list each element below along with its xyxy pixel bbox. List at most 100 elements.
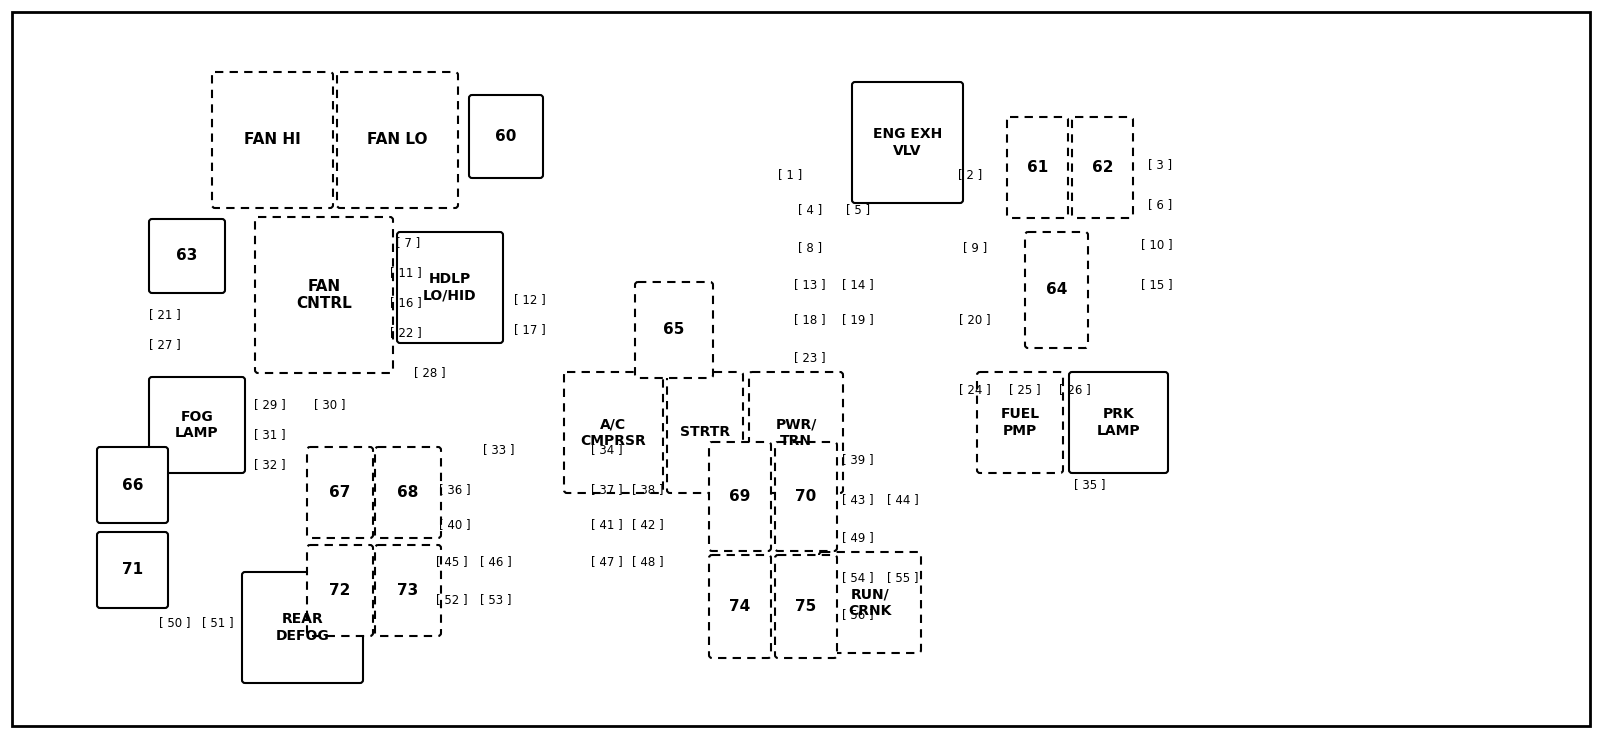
- Text: [ 1 ]: [ 1 ]: [779, 168, 803, 182]
- FancyBboxPatch shape: [375, 545, 441, 636]
- FancyBboxPatch shape: [255, 217, 392, 373]
- Text: [ 44 ]: [ 44 ]: [888, 494, 920, 506]
- FancyBboxPatch shape: [98, 447, 168, 523]
- Text: [ 25 ]: [ 25 ]: [1009, 384, 1041, 396]
- Text: [ 9 ]: [ 9 ]: [963, 241, 987, 255]
- Text: 69: 69: [729, 489, 751, 504]
- Text: [ 4 ]: [ 4 ]: [798, 204, 822, 216]
- Text: [ 20 ]: [ 20 ]: [960, 314, 990, 326]
- FancyBboxPatch shape: [242, 572, 364, 683]
- Text: [ 32 ]: [ 32 ]: [255, 458, 285, 472]
- FancyBboxPatch shape: [336, 72, 458, 208]
- Text: [ 30 ]: [ 30 ]: [314, 399, 346, 412]
- Text: [ 28 ]: [ 28 ]: [415, 367, 445, 379]
- Text: 64: 64: [1046, 283, 1067, 297]
- Text: REAR
DEFOG: REAR DEFOG: [276, 613, 330, 643]
- Text: [ 24 ]: [ 24 ]: [960, 384, 992, 396]
- Text: [ 38 ]: [ 38 ]: [633, 483, 663, 497]
- FancyBboxPatch shape: [1069, 372, 1168, 473]
- Text: 60: 60: [495, 129, 517, 144]
- Text: STRTR: STRTR: [679, 426, 731, 440]
- Text: [ 3 ]: [ 3 ]: [1149, 159, 1173, 171]
- Text: HDLP
LO/HID: HDLP LO/HID: [423, 272, 477, 303]
- Text: [ 39 ]: [ 39 ]: [843, 453, 873, 466]
- Text: [ 8 ]: [ 8 ]: [798, 241, 822, 255]
- FancyBboxPatch shape: [977, 372, 1064, 473]
- Text: PWR/
TRN: PWR/ TRN: [775, 418, 817, 448]
- FancyBboxPatch shape: [564, 372, 663, 493]
- Text: A/C
CMPRSR: A/C CMPRSR: [580, 418, 646, 448]
- Text: [ 42 ]: [ 42 ]: [633, 519, 663, 531]
- Text: [ 23 ]: [ 23 ]: [795, 351, 825, 365]
- Text: [ 46 ]: [ 46 ]: [481, 556, 513, 568]
- Text: [ 13 ]: [ 13 ]: [795, 278, 825, 292]
- FancyBboxPatch shape: [710, 555, 771, 658]
- FancyBboxPatch shape: [308, 545, 373, 636]
- Text: [ 6 ]: [ 6 ]: [1149, 199, 1173, 212]
- Text: [ 52 ]: [ 52 ]: [436, 593, 468, 607]
- FancyBboxPatch shape: [775, 555, 836, 658]
- Text: [ 31 ]: [ 31 ]: [255, 429, 285, 441]
- Text: 72: 72: [330, 583, 351, 598]
- Text: 61: 61: [1027, 160, 1048, 175]
- FancyBboxPatch shape: [469, 95, 543, 178]
- Text: FUEL
PMP: FUEL PMP: [1000, 407, 1040, 438]
- Text: [ 19 ]: [ 19 ]: [843, 314, 873, 326]
- Text: 67: 67: [330, 485, 351, 500]
- FancyBboxPatch shape: [308, 447, 373, 538]
- Text: [ 36 ]: [ 36 ]: [439, 483, 471, 497]
- Text: 63: 63: [176, 249, 197, 263]
- FancyBboxPatch shape: [1072, 117, 1133, 218]
- Text: 66: 66: [122, 477, 143, 492]
- Text: [ 16 ]: [ 16 ]: [391, 297, 421, 309]
- Text: [ 48 ]: [ 48 ]: [633, 556, 663, 568]
- Text: [ 18 ]: [ 18 ]: [795, 314, 825, 326]
- Text: FAN
CNTRL: FAN CNTRL: [296, 279, 352, 311]
- Text: [ 54 ]: [ 54 ]: [843, 571, 873, 584]
- FancyBboxPatch shape: [710, 442, 771, 551]
- Text: 73: 73: [397, 583, 418, 598]
- Text: [ 35 ]: [ 35 ]: [1075, 478, 1105, 492]
- Text: [ 47 ]: [ 47 ]: [591, 556, 623, 568]
- FancyBboxPatch shape: [211, 72, 333, 208]
- Text: 68: 68: [397, 485, 418, 500]
- Text: [ 53 ]: [ 53 ]: [481, 593, 511, 607]
- FancyBboxPatch shape: [1025, 232, 1088, 348]
- Text: [ 40 ]: [ 40 ]: [439, 519, 471, 531]
- Text: [ 27 ]: [ 27 ]: [149, 339, 181, 351]
- Text: RUN/
CRNK: RUN/ CRNK: [849, 587, 892, 618]
- Text: [ 17 ]: [ 17 ]: [514, 323, 546, 337]
- Text: [ 37 ]: [ 37 ]: [591, 483, 623, 497]
- Text: FAN LO: FAN LO: [367, 133, 428, 148]
- Text: [ 56 ]: [ 56 ]: [843, 609, 873, 621]
- FancyBboxPatch shape: [1008, 117, 1069, 218]
- Text: [ 5 ]: [ 5 ]: [846, 204, 870, 216]
- FancyBboxPatch shape: [852, 82, 963, 203]
- Text: [ 34 ]: [ 34 ]: [591, 444, 623, 457]
- Text: [ 21 ]: [ 21 ]: [149, 308, 181, 322]
- FancyBboxPatch shape: [397, 232, 503, 343]
- Text: [ 43 ]: [ 43 ]: [843, 494, 873, 506]
- Text: [ 10 ]: [ 10 ]: [1141, 238, 1173, 252]
- Text: [ 33 ]: [ 33 ]: [484, 444, 514, 457]
- Text: 62: 62: [1091, 160, 1113, 175]
- FancyBboxPatch shape: [634, 282, 713, 378]
- Text: 74: 74: [729, 599, 751, 614]
- Text: 70: 70: [795, 489, 817, 504]
- Text: FOG
LAMP: FOG LAMP: [175, 410, 219, 440]
- Text: [ 2 ]: [ 2 ]: [958, 168, 982, 182]
- FancyBboxPatch shape: [149, 219, 224, 293]
- Text: [ 29 ]: [ 29 ]: [255, 399, 285, 412]
- Text: 71: 71: [122, 562, 143, 578]
- Text: ENG EXH
VLV: ENG EXH VLV: [873, 128, 942, 158]
- FancyBboxPatch shape: [819, 552, 921, 653]
- Text: PRK
LAMP: PRK LAMP: [1097, 407, 1141, 438]
- Text: [ 7 ]: [ 7 ]: [396, 236, 420, 249]
- FancyBboxPatch shape: [775, 442, 836, 551]
- FancyBboxPatch shape: [666, 372, 743, 493]
- Text: [ 14 ]: [ 14 ]: [843, 278, 873, 292]
- Text: [ 55 ]: [ 55 ]: [888, 571, 920, 584]
- Text: 65: 65: [663, 323, 684, 337]
- Text: [ 12 ]: [ 12 ]: [514, 294, 546, 306]
- Text: [ 11 ]: [ 11 ]: [391, 266, 421, 280]
